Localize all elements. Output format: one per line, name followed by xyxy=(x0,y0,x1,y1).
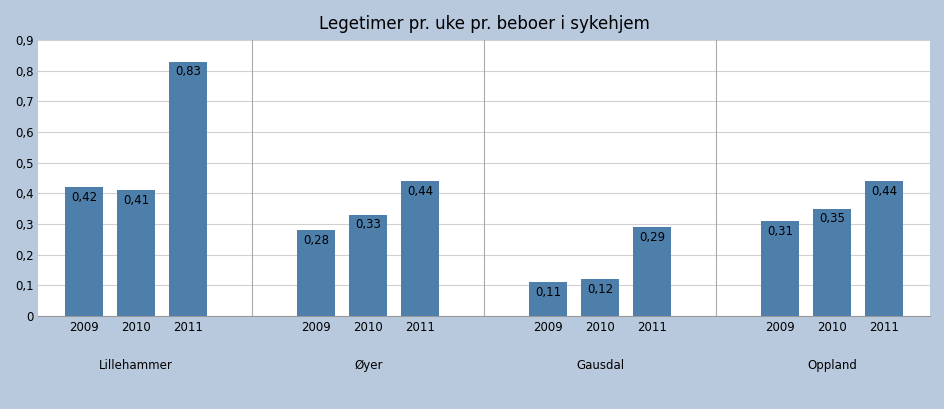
Bar xyxy=(581,279,618,316)
Text: 0,29: 0,29 xyxy=(638,231,665,244)
Text: 0,11: 0,11 xyxy=(534,286,561,299)
Text: Øyer: Øyer xyxy=(354,359,382,371)
Bar xyxy=(65,187,103,316)
Title: Legetimer pr. uke pr. beboer i sykehjem: Legetimer pr. uke pr. beboer i sykehjem xyxy=(318,15,649,33)
Text: 0,12: 0,12 xyxy=(586,283,613,296)
Text: 0,44: 0,44 xyxy=(407,185,432,198)
Bar xyxy=(529,282,566,316)
Text: Gausdal: Gausdal xyxy=(576,359,624,371)
Text: 0,42: 0,42 xyxy=(71,191,97,204)
Text: 0,33: 0,33 xyxy=(355,218,380,231)
Bar xyxy=(348,215,387,316)
Bar xyxy=(632,227,670,316)
Bar xyxy=(865,181,902,316)
Text: Oppland: Oppland xyxy=(806,359,856,371)
Bar xyxy=(117,190,155,316)
Bar xyxy=(400,181,439,316)
Text: 0,35: 0,35 xyxy=(818,212,844,225)
Text: 0,28: 0,28 xyxy=(303,234,329,247)
Bar xyxy=(761,221,799,316)
Bar xyxy=(297,230,335,316)
Text: Lillehammer: Lillehammer xyxy=(99,359,173,371)
Text: 0,83: 0,83 xyxy=(175,65,201,78)
Text: 0,41: 0,41 xyxy=(123,194,149,207)
Text: 0,44: 0,44 xyxy=(870,185,897,198)
Bar xyxy=(169,62,207,316)
Text: 0,31: 0,31 xyxy=(767,225,793,238)
Bar xyxy=(813,209,851,316)
